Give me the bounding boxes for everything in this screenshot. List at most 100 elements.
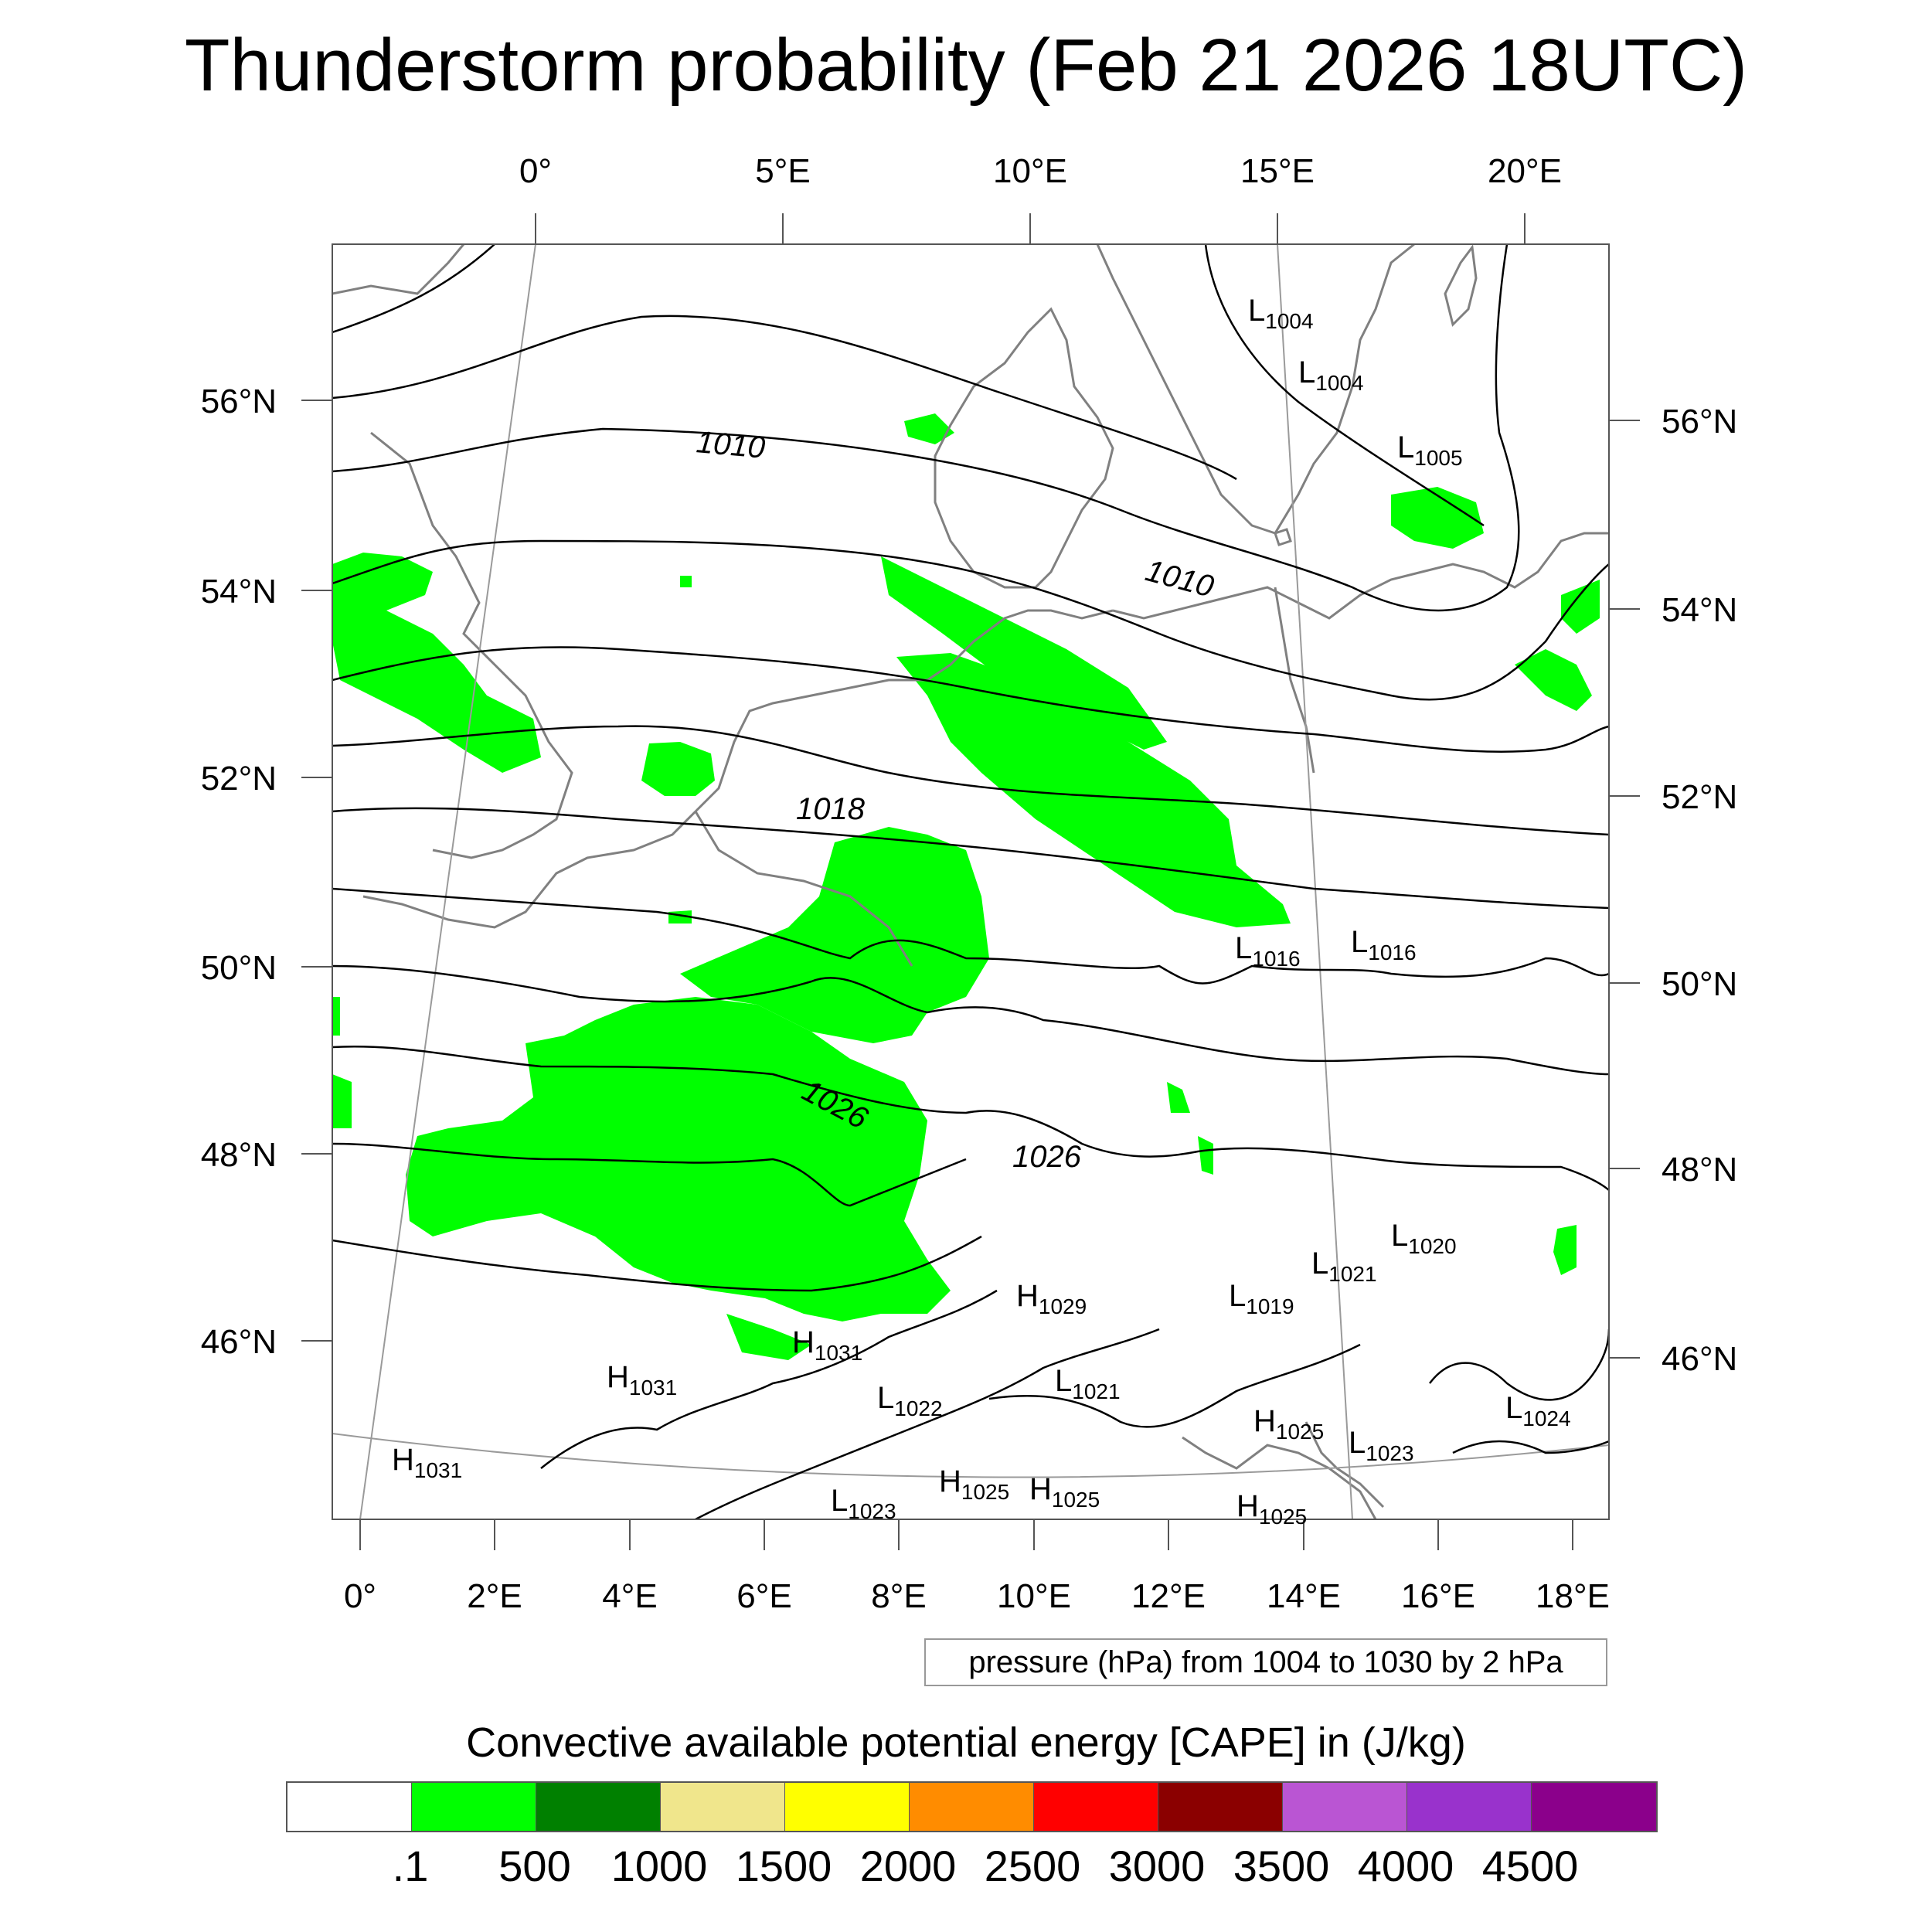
lon-label-bottom: 6°E bbox=[736, 1577, 791, 1615]
top-lon-labels: 0° 5°E 10°E 15°E 20°E bbox=[519, 152, 1562, 190]
lat-label-left: 56°N bbox=[201, 383, 277, 420]
cape-area-edge-a bbox=[332, 997, 340, 1036]
pressure-center: L1016 bbox=[1235, 931, 1301, 971]
isobar-line bbox=[1429, 1328, 1609, 1401]
isobar-line bbox=[332, 646, 1609, 753]
lon-label-top: 20°E bbox=[1488, 152, 1562, 190]
coast-bornholm bbox=[1274, 528, 1292, 546]
right-lat-labels: 56°N 54°N 52°N 50°N 48°N 46°N bbox=[1662, 403, 1737, 1378]
lat-label-left: 54°N bbox=[201, 573, 277, 611]
pressure-center: H1031 bbox=[392, 1443, 462, 1482]
lat-label-left: 46°N bbox=[201, 1323, 277, 1361]
coast-uk-east bbox=[370, 431, 573, 859]
isobar-line bbox=[332, 725, 1609, 836]
lat-label-left: 50°N bbox=[201, 949, 277, 987]
pressure-center: L1005 bbox=[1397, 430, 1463, 470]
graticule-parallel-45n bbox=[332, 1433, 1609, 1478]
lat-label-right: 46°N bbox=[1662, 1340, 1737, 1378]
cape-area-east-anglia bbox=[641, 742, 715, 796]
coast-italy-adriatic bbox=[1182, 1436, 1377, 1519]
colorbar-swatch bbox=[785, 1783, 910, 1831]
coast-netherlands bbox=[694, 679, 927, 813]
lon-label-top: 15°E bbox=[1240, 152, 1315, 190]
isobar-line bbox=[988, 1343, 1361, 1428]
pressure-center: L1023 bbox=[831, 1484, 896, 1523]
coast-france-north bbox=[362, 810, 697, 929]
map-title: Thunderstorm probability (Feb 21 2026 18… bbox=[184, 24, 1748, 107]
lon-label-top: 10°E bbox=[993, 152, 1067, 190]
colorbar-swatch bbox=[1407, 1783, 1532, 1831]
lon-label-bottom: 4°E bbox=[602, 1577, 657, 1615]
colorbar-label: 3000 bbox=[1108, 1842, 1206, 1890]
cape-area-germany-band bbox=[896, 653, 1291, 927]
lat-label-right: 48°N bbox=[1662, 1151, 1737, 1189]
isobar-line bbox=[1452, 1440, 1609, 1454]
graticule-meridian-0 bbox=[359, 244, 536, 1519]
isobar-line bbox=[332, 1045, 1609, 1191]
isobar-label: 1010 bbox=[695, 425, 766, 465]
colorbar-label: 500 bbox=[498, 1842, 571, 1890]
bottom-lon-labels: 0° 2°E 4°E 6°E 8°E 10°E 12°E 14°E 16°E 1… bbox=[344, 1577, 1610, 1615]
lon-label-bottom: 12°E bbox=[1131, 1577, 1206, 1615]
lat-label-right: 50°N bbox=[1662, 965, 1737, 1003]
pressure-center: L1016 bbox=[1351, 925, 1417, 964]
isobar-line bbox=[332, 244, 495, 334]
cape-area-north-sea-band bbox=[881, 556, 1167, 750]
cape-area-benelux-france bbox=[680, 827, 989, 1043]
isobar-line bbox=[332, 807, 1609, 910]
colorbar-label: 4000 bbox=[1357, 1842, 1454, 1890]
pressure-center: H1031 bbox=[607, 1360, 677, 1400]
graticule-meridian-15e bbox=[1277, 244, 1353, 1519]
lon-label-bottom: 10°E bbox=[997, 1577, 1071, 1615]
pressure-center: H1025 bbox=[1236, 1489, 1307, 1529]
pressure-center: L1004 bbox=[1248, 294, 1314, 333]
colorbar-label: 1500 bbox=[735, 1842, 832, 1890]
lon-label-top: 0° bbox=[519, 152, 552, 190]
cape-area-dot-a bbox=[680, 576, 692, 587]
colorbar-label: 2500 bbox=[984, 1842, 1081, 1890]
colorbar-swatch bbox=[536, 1783, 661, 1831]
isobar-line bbox=[332, 315, 1237, 481]
border-fr-be-de bbox=[694, 811, 913, 967]
pressure-center: L1004 bbox=[1298, 355, 1364, 395]
colorbar-label: 1000 bbox=[611, 1842, 708, 1890]
graticule bbox=[332, 244, 1609, 1519]
coast-sweden-south bbox=[1096, 244, 1415, 535]
isobars bbox=[332, 244, 1609, 1519]
pressure-center: H1029 bbox=[1016, 1279, 1087, 1318]
colorbar-label: 4500 bbox=[1481, 1842, 1579, 1890]
cape-area-czech-small bbox=[1167, 1082, 1190, 1113]
cape-area-england-north bbox=[332, 553, 541, 773]
lat-label-right: 52°N bbox=[1662, 778, 1737, 816]
pressure-center: H1025 bbox=[1029, 1472, 1100, 1512]
colorbar-swatch bbox=[661, 1783, 785, 1831]
coast-denmark bbox=[934, 307, 1114, 589]
isobar-line bbox=[332, 539, 1609, 701]
coastlines bbox=[332, 244, 1609, 1519]
border-de-pl bbox=[1274, 587, 1315, 774]
isobar-line bbox=[332, 887, 1609, 985]
colorbar-swatch bbox=[1532, 1783, 1656, 1831]
isobar-line bbox=[540, 1289, 998, 1469]
colorbar-swatch bbox=[910, 1783, 1034, 1831]
cape-area-poland-north bbox=[1515, 649, 1592, 711]
lat-label-right: 56°N bbox=[1662, 403, 1737, 440]
coast-gotland bbox=[1444, 244, 1478, 327]
cape-area-swiss-south bbox=[726, 1314, 811, 1360]
cape-area-france-main bbox=[406, 997, 951, 1321]
pressure-center: L1020 bbox=[1391, 1219, 1457, 1258]
coast-baltic-south bbox=[1112, 532, 1609, 620]
colorbar-title: Convective available potential energy [C… bbox=[466, 1719, 1466, 1766]
map-plot-area bbox=[332, 244, 1609, 1519]
isobar-line bbox=[695, 1328, 1160, 1519]
cape-area-denmark-north bbox=[904, 413, 954, 444]
cape-area-hungary bbox=[1553, 1225, 1577, 1275]
lon-label-bottom: 14°E bbox=[1267, 1577, 1341, 1615]
colorbar-swatch bbox=[1158, 1783, 1283, 1831]
cape-area-edge-b bbox=[332, 1074, 352, 1128]
colorbar-label: 2000 bbox=[859, 1842, 957, 1890]
lat-label-left: 48°N bbox=[201, 1136, 277, 1174]
lon-label-bottom: 8°E bbox=[871, 1577, 926, 1615]
colorbar-swatch bbox=[287, 1783, 412, 1831]
